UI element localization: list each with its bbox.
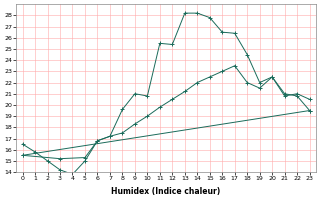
X-axis label: Humidex (Indice chaleur): Humidex (Indice chaleur) <box>111 187 221 196</box>
